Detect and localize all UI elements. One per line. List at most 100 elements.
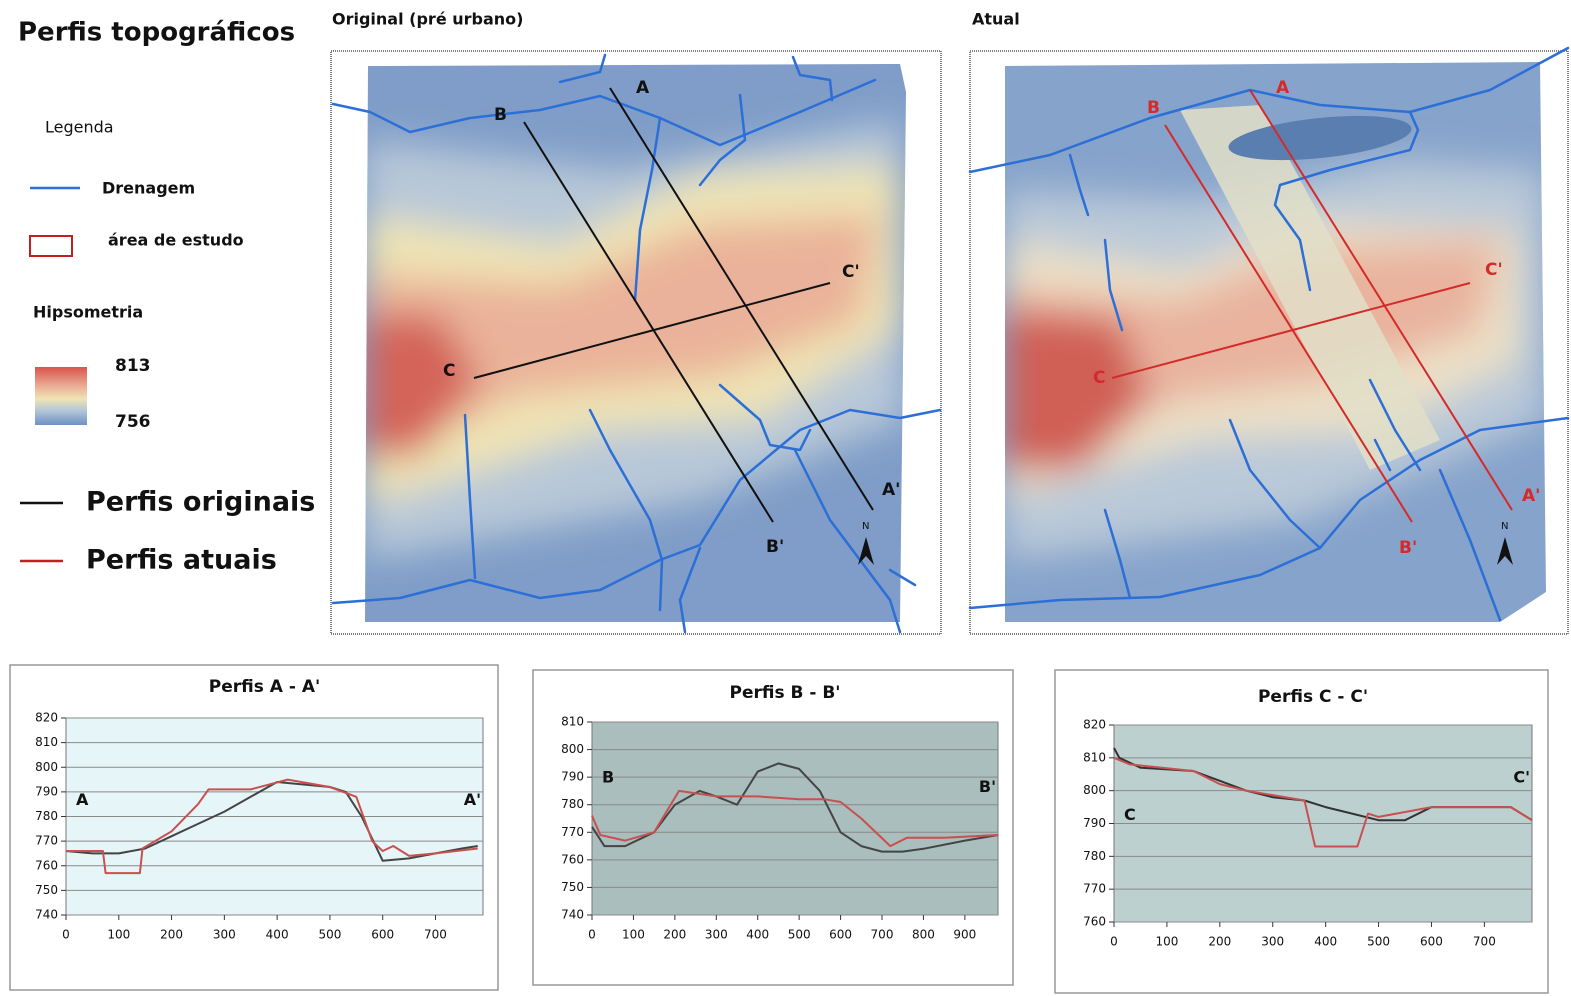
x-tick-label: 500 [318, 928, 341, 942]
profile-line [1113, 756, 1533, 848]
profile-lines [1111, 89, 1513, 523]
profile-label: A [636, 78, 650, 98]
plot-area [591, 721, 999, 916]
legend-area-swatch [29, 235, 73, 257]
x-tick-label: 600 [1420, 935, 1443, 949]
profile-end-label: C [1124, 805, 1136, 824]
drainage [331, 53, 942, 634]
profile-label: B [494, 105, 507, 125]
y-tick-label: 740 [561, 908, 584, 922]
page-title: Perfis topográficos [18, 18, 295, 48]
profile-label: C' [842, 262, 860, 282]
legend-title: Legenda [45, 118, 114, 137]
x-tick-label: 300 [1261, 935, 1284, 949]
x-tick-label: 500 [1367, 935, 1390, 949]
profile-label: A' [882, 480, 900, 500]
x-tick-label: 400 [746, 928, 769, 942]
y-tick-label: 740 [35, 908, 58, 922]
y-tick-label: 790 [561, 770, 584, 784]
profile-label: B' [1399, 538, 1417, 558]
y-tick-label: 780 [1083, 849, 1106, 863]
chart-title: Perfis B - B' [729, 683, 840, 703]
y-tick-label: 810 [35, 735, 58, 749]
x-tick-label: 600 [829, 928, 852, 942]
y-tick-label: 750 [561, 880, 584, 894]
y-tick-label: 760 [561, 852, 584, 866]
legend-original: Perfis originais [86, 487, 315, 518]
legend-hyp-max: 813 [115, 356, 151, 376]
profile-lines [473, 87, 874, 523]
north-arrow [858, 537, 874, 565]
y-tick-label: 770 [561, 825, 584, 839]
legend-hypsometry-ramp [35, 367, 87, 425]
profile-label: C' [1485, 260, 1503, 280]
profile-end-label: B [602, 767, 614, 786]
legend-study-area: área de estudo [108, 231, 244, 250]
x-tick-label: 500 [788, 928, 811, 942]
x-tick-label: 100 [1155, 935, 1178, 949]
map-title: Atual [972, 10, 1020, 29]
north-arrow [1497, 537, 1513, 565]
map-title: Original (pré urbano) [332, 10, 523, 29]
profile-end-label: A [76, 790, 89, 809]
profile-label: B' [766, 537, 784, 557]
x-tick-label: 700 [1473, 935, 1496, 949]
y-tick-label: 800 [1083, 783, 1106, 797]
legend-current: Perfis atuais [86, 545, 277, 576]
y-tick-label: 810 [1083, 750, 1106, 764]
x-tick-label: 200 [1208, 935, 1231, 949]
profile-label: C [443, 361, 455, 381]
x-tick-label: 700 [424, 928, 447, 942]
x-tick-label: 400 [1314, 935, 1337, 949]
y-tick-label: 770 [35, 834, 58, 848]
y-tick-label: 790 [1083, 816, 1106, 830]
y-tick-label: 800 [35, 760, 58, 774]
profile-end-label: C' [1513, 768, 1530, 787]
y-tick-label: 820 [35, 711, 58, 725]
y-tick-label: 790 [35, 784, 58, 798]
y-tick-label: 820 [1083, 718, 1106, 732]
profile-line [66, 778, 478, 875]
x-tick-label: 600 [371, 928, 394, 942]
profile-line [591, 789, 999, 848]
north-label: N [862, 521, 869, 532]
x-tick-label: 100 [107, 928, 130, 942]
legend-hypsometry: Hipsometria [33, 303, 143, 322]
profile-line [65, 781, 478, 862]
north-label: N [1501, 521, 1508, 532]
legend-hyp-min: 756 [115, 412, 151, 432]
y-tick-label: 800 [561, 742, 584, 756]
x-tick-label: 0 [588, 928, 596, 942]
x-tick-label: 800 [912, 928, 935, 942]
x-tick-label: 300 [213, 928, 236, 942]
y-tick-label: 780 [35, 809, 58, 823]
x-tick-label: 300 [705, 928, 728, 942]
profile-end-label: B' [979, 777, 996, 796]
legend-drainage: Drenagem [102, 179, 195, 198]
x-tick-label: 200 [160, 928, 183, 942]
x-tick-label: 0 [62, 928, 70, 942]
y-tick-label: 810 [561, 715, 584, 729]
map-relief [1005, 62, 1546, 622]
profile-charts: Perfis A - A' 740 750 760 770 780 790 800 810 820… [9, 664, 1549, 994]
y-tick-label: 760 [1083, 915, 1106, 929]
y-tick-label: 770 [1083, 882, 1106, 896]
chart-title: Perfis A - A' [209, 677, 320, 697]
y-tick-label: 780 [561, 797, 584, 811]
x-tick-label: 0 [1110, 935, 1118, 949]
y-tick-label: 760 [35, 858, 58, 872]
profile-label: C [1093, 368, 1105, 388]
y-tick-label: 750 [35, 883, 58, 897]
profile-end-label: A' [464, 790, 481, 809]
x-tick-label: 700 [871, 928, 894, 942]
chart-title: Perfis C - C' [1258, 687, 1368, 707]
profile-label: A' [1522, 486, 1540, 506]
x-tick-label: 200 [663, 928, 686, 942]
x-tick-label: 900 [953, 928, 976, 942]
x-tick-label: 100 [622, 928, 645, 942]
profile-label: B [1147, 98, 1160, 118]
profile-label: A [1276, 78, 1290, 98]
map-relief [365, 64, 906, 622]
